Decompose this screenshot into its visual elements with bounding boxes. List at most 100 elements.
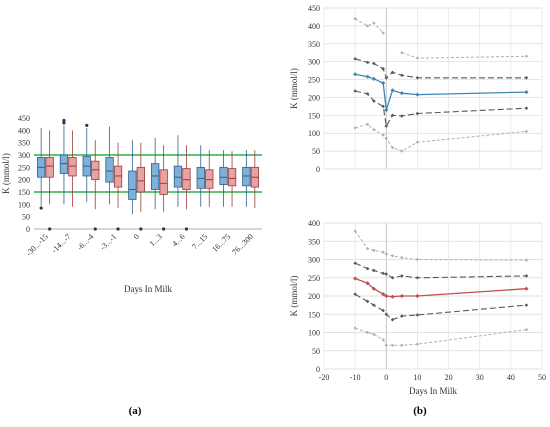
series-point xyxy=(384,75,389,80)
box-outlier xyxy=(116,227,120,231)
series-point xyxy=(381,31,385,35)
series-point xyxy=(524,274,529,278)
x-tick-label: 10 xyxy=(413,373,421,382)
series-point xyxy=(415,275,420,280)
series-point xyxy=(524,54,529,58)
panel-b-top-lineplot: 0 50 100 150 200 250 300 350 400 450 K (mmol/l) xyxy=(289,4,543,174)
series-point xyxy=(353,72,358,77)
box xyxy=(128,170,137,200)
y-axis-label: K (mmol/l) xyxy=(289,276,299,317)
box-outlier xyxy=(39,206,43,210)
box-outlier xyxy=(85,123,89,127)
x-tick-label: 76...300 xyxy=(230,232,255,257)
panel-b-bottom-lineplot: 0 50 100 150 200 250 300 350 400 -20 -10 0 10 20 30 40 5… xyxy=(289,219,546,396)
series-point xyxy=(390,294,395,299)
series-point xyxy=(400,274,404,278)
series-point xyxy=(384,124,389,128)
y-tick-label: 50 xyxy=(312,347,320,356)
series-point xyxy=(390,275,395,280)
box-outlier xyxy=(93,227,97,231)
series-point xyxy=(384,107,389,113)
y-tick-label: 300 xyxy=(18,151,30,160)
series-point xyxy=(400,114,404,118)
series-point xyxy=(365,281,370,286)
box-outlier xyxy=(184,227,189,231)
series-point xyxy=(415,293,420,299)
series-point xyxy=(353,292,357,296)
box-outlier xyxy=(162,227,166,231)
series-point xyxy=(384,252,388,256)
series-point xyxy=(384,293,389,299)
y-tick-label: 250 xyxy=(308,274,320,283)
box-outlier xyxy=(62,118,66,123)
box xyxy=(59,154,69,174)
series-point xyxy=(371,76,376,81)
x-tick-label: -3...-1 xyxy=(98,232,118,252)
series-point xyxy=(353,261,357,265)
series-point xyxy=(365,266,370,271)
box xyxy=(227,168,237,187)
series-point xyxy=(524,89,529,95)
y-tick-label: 150 xyxy=(18,188,30,197)
y-tick-label: 200 xyxy=(18,176,30,185)
series-line xyxy=(354,230,527,261)
y-tick-label: 100 xyxy=(308,129,320,138)
y-tick-label: 150 xyxy=(308,310,320,319)
series-point xyxy=(384,136,388,141)
series-line xyxy=(354,262,527,279)
series-point xyxy=(365,246,370,251)
series-point xyxy=(524,327,529,332)
series-point xyxy=(399,293,404,299)
x-tick-label: 40 xyxy=(507,373,515,382)
series-line xyxy=(354,18,384,34)
series-point xyxy=(400,149,404,153)
series-point xyxy=(353,326,357,330)
x-tick-label: -20 xyxy=(319,373,330,382)
y-tick-label: 200 xyxy=(308,292,320,301)
series-point xyxy=(524,106,529,110)
series-point xyxy=(365,60,370,65)
series-point xyxy=(524,129,529,134)
series-point xyxy=(353,57,357,61)
y-tick-label: 400 xyxy=(18,126,30,135)
x-tick-label: -30...-15 xyxy=(24,232,50,258)
box xyxy=(182,168,191,190)
x-axis-label: Days In Milk xyxy=(124,284,172,294)
series-point xyxy=(381,133,385,137)
x-tick-label: 50 xyxy=(538,373,546,382)
y-tick-label: 0 xyxy=(316,365,320,374)
series-point xyxy=(524,303,529,307)
box xyxy=(173,165,183,188)
series-line xyxy=(401,52,527,59)
box xyxy=(113,165,123,188)
series-point xyxy=(371,286,376,291)
series-point xyxy=(384,312,389,317)
x-tick-label: 4...6 xyxy=(170,232,186,248)
series-point xyxy=(524,75,529,80)
box xyxy=(159,169,168,195)
x-tick-label: 16...75 xyxy=(210,232,232,254)
series-point xyxy=(381,67,385,71)
series-point xyxy=(390,254,395,258)
x-axis-label: Days In Milk xyxy=(409,386,457,396)
series-point xyxy=(372,248,376,253)
y-axis-label: K (mmol/l) xyxy=(1,153,11,194)
y-tick-label: 350 xyxy=(18,139,30,148)
x-tick-label: 0 xyxy=(132,232,141,241)
series-point xyxy=(372,268,376,273)
series-point xyxy=(372,127,376,132)
box-outlier xyxy=(48,227,52,231)
panel-b-label: (b) xyxy=(413,405,427,417)
series-point xyxy=(384,272,389,276)
series-line xyxy=(354,90,527,128)
series-point xyxy=(381,308,385,313)
box xyxy=(136,166,146,193)
box xyxy=(68,157,77,177)
panel-a-label: (a) xyxy=(129,405,142,417)
series-point xyxy=(415,140,420,144)
series-line xyxy=(354,277,527,298)
series-point xyxy=(400,255,404,260)
y-tick-label: 100 xyxy=(308,329,320,338)
box xyxy=(150,163,160,190)
